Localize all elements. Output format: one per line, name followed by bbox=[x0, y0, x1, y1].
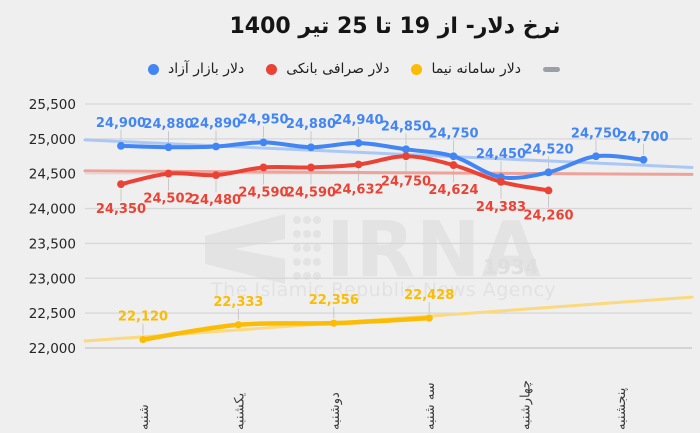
data-label: 22,333 bbox=[213, 295, 263, 310]
chart-title: نرخ دلار- از 19 تا 25 تیر 1400 bbox=[229, 14, 561, 39]
data-point bbox=[234, 321, 242, 329]
data-label: 24,480 bbox=[191, 193, 241, 208]
y-tick-label: 24,000 bbox=[29, 202, 76, 218]
y-tick-label: 22,500 bbox=[29, 306, 76, 322]
y-tick-label: 24,500 bbox=[29, 167, 76, 183]
data-label: 22,120 bbox=[118, 310, 168, 325]
x-tick-label: شنبه bbox=[137, 404, 152, 430]
legend: دلار بازار آزاد دلار صرافی بانکی دلار ساما… bbox=[148, 61, 560, 77]
legend-dot-icon bbox=[148, 63, 159, 75]
data-point bbox=[117, 141, 125, 150]
data-label: 24,450 bbox=[476, 147, 526, 162]
data-label: 24,950 bbox=[238, 112, 288, 127]
legend-label: دلار صرافی بانکی bbox=[286, 61, 390, 77]
data-point bbox=[307, 143, 315, 152]
y-tick-label: 25,500 bbox=[29, 97, 76, 113]
legend-label: دلار بازار آزاد bbox=[168, 61, 245, 77]
data-label: 24,632 bbox=[333, 183, 383, 198]
data-point bbox=[117, 180, 125, 189]
series-line-2 bbox=[140, 315, 432, 342]
data-point bbox=[259, 138, 268, 147]
data-point bbox=[544, 186, 553, 195]
legend-item-0: دلار بازار آزاد bbox=[148, 61, 244, 77]
y-tick-label: 23,000 bbox=[29, 271, 76, 287]
legend-dot-icon bbox=[411, 63, 423, 75]
data-point bbox=[212, 142, 220, 151]
data-label: 24,850 bbox=[381, 119, 431, 134]
data-point bbox=[354, 139, 363, 147]
data-point bbox=[425, 314, 433, 322]
series-line-0 bbox=[119, 140, 646, 181]
data-point bbox=[259, 163, 268, 172]
data-point bbox=[544, 168, 553, 177]
x-tick-label: چهارشنبه bbox=[519, 380, 534, 430]
data-point bbox=[164, 169, 173, 178]
data-label: 24,520 bbox=[523, 142, 573, 157]
data-point bbox=[164, 143, 173, 152]
data-label: 24,880 bbox=[286, 117, 336, 132]
legend-item-3 bbox=[542, 66, 560, 72]
data-point bbox=[497, 177, 505, 186]
data-label: 24,750 bbox=[428, 126, 478, 141]
data-label: 24,890 bbox=[191, 117, 241, 132]
data-label: 24,900 bbox=[96, 116, 146, 131]
legend-item-1: دلار صرافی بانکی bbox=[266, 61, 389, 77]
data-label: 24,700 bbox=[618, 130, 668, 145]
data-point bbox=[212, 171, 220, 180]
data-label: 24,940 bbox=[333, 113, 383, 128]
data-label: 24,750 bbox=[381, 174, 431, 189]
data-point bbox=[592, 152, 600, 161]
data-label: 24,750 bbox=[571, 126, 621, 141]
data-label: 24,624 bbox=[428, 183, 478, 198]
data-label: 24,350 bbox=[96, 202, 146, 217]
x-tick-label: دوشنبه bbox=[328, 392, 343, 430]
data-label: 22,356 bbox=[309, 293, 359, 308]
data-point bbox=[402, 145, 410, 154]
data-point bbox=[330, 319, 338, 327]
data-label: 22,428 bbox=[404, 288, 454, 303]
data-point bbox=[402, 152, 410, 161]
legend-dot-icon bbox=[266, 63, 278, 75]
data-label: 24,502 bbox=[143, 192, 193, 207]
x-tick-label: پنجشنبه bbox=[614, 387, 629, 430]
legend-item-2: دلار سامانه نیما bbox=[411, 61, 521, 77]
y-tick-label: 25,000 bbox=[29, 132, 76, 148]
x-tick-label: یکشنبه bbox=[232, 392, 247, 430]
data-label: 24,590 bbox=[286, 185, 336, 200]
y-tick-label: 22,000 bbox=[29, 341, 76, 357]
y-tick-label: 23,500 bbox=[29, 236, 76, 252]
data-point bbox=[449, 152, 458, 161]
data-label: 24,260 bbox=[523, 208, 573, 223]
series-line-1 bbox=[119, 154, 551, 193]
data-label: 24,590 bbox=[238, 185, 288, 200]
trend-line-1 bbox=[83, 169, 694, 176]
data-point bbox=[307, 163, 315, 172]
legend-label: دلار سامانه نیما bbox=[431, 61, 521, 77]
data-point bbox=[354, 160, 363, 169]
data-label: 24,880 bbox=[143, 117, 193, 132]
x-tick-label: سه شنبه bbox=[423, 382, 438, 430]
legend-dash-icon bbox=[542, 66, 560, 72]
trend-line-0 bbox=[83, 138, 694, 169]
data-point bbox=[639, 155, 648, 164]
data-point bbox=[139, 336, 147, 344]
data-point bbox=[449, 161, 458, 169]
data-label: 24,383 bbox=[476, 200, 526, 215]
